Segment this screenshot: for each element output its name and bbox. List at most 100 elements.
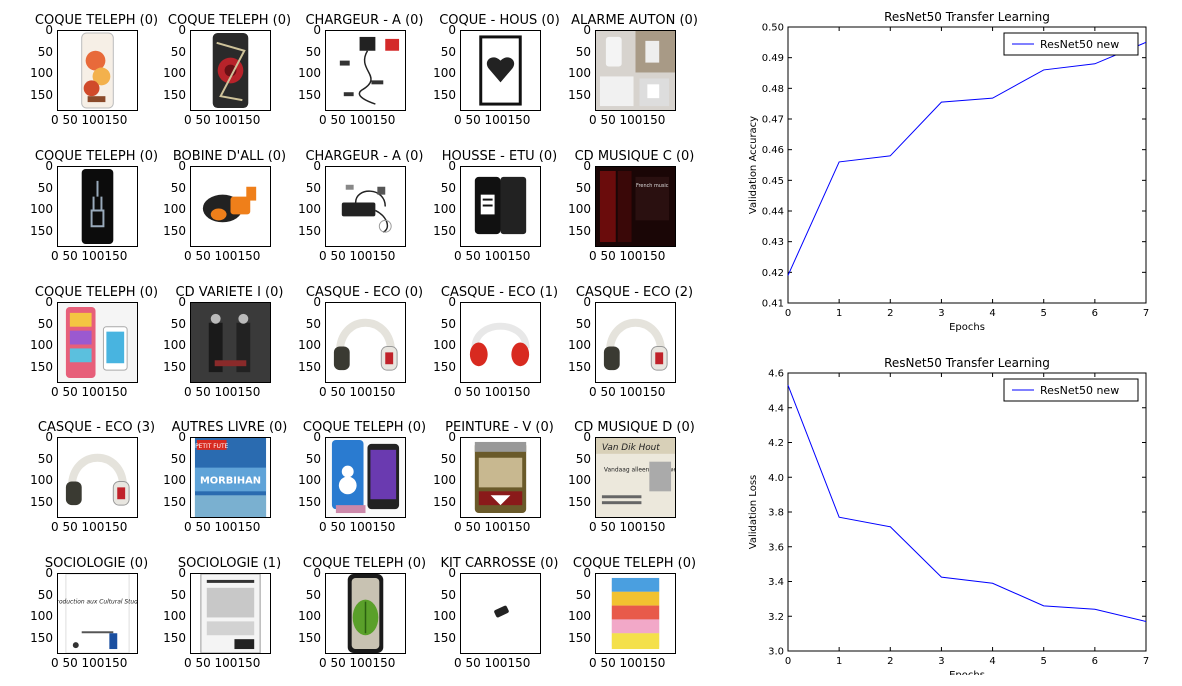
thumbnail-x-ticks: 0 50 100150 <box>319 385 396 399</box>
svg-text:PETIT FUTE: PETIT FUTE <box>195 444 228 450</box>
svg-text:French music: French music <box>636 183 669 189</box>
thumbnail-cell: AUTRES LIVRE (0) PETIT FUTE MORBIHAN 0 50 100… <box>150 420 290 550</box>
chart-title: ResNet50 Transfer Learning <box>884 10 1050 24</box>
thumbnail-image <box>595 30 676 111</box>
thumbnail-title: BOBINE D'ALL (0) <box>172 149 287 164</box>
y-tick-label: 3.0 <box>768 647 784 658</box>
thumbnail-cell: CASQUE - ECO (2) 0 50 100 150 0 50 100150 <box>555 285 695 415</box>
thumbnail-x-ticks: 0 50 100150 <box>319 113 396 127</box>
chart-title: ResNet50 Transfer Learning <box>884 356 1050 370</box>
thumbnail-title: COQUE TELEPH (0) <box>34 13 159 28</box>
thumbnail-y-tick: 100 <box>568 66 591 80</box>
thumbnail-cell: COQUE TELEPH (0) 0 50 100 150 0 50 100150 <box>555 556 696 686</box>
thumbnail-x-ticks: 0 50 100150 <box>454 656 531 670</box>
thumbnail-title: SOCIOLOGIE (1) <box>177 556 282 571</box>
thumbnail-title: CD VARIETE I (0) <box>175 285 284 300</box>
thumbnail-y-tick: 0 <box>313 566 321 580</box>
x-tick-label: 3 <box>938 656 944 667</box>
thumbnail-cell: CD VARIETE I (0) 0 50 100 150 0 50 100150 <box>150 285 290 415</box>
thumbnail-cell: HOUSSE - ETU (0) 0 50 100 150 0 50 100150 <box>420 149 560 279</box>
thumbnail-x-ticks: 0 50 100150 <box>589 385 666 399</box>
thumbnail-cell: CD MUSIQUE D (0) Van Dik Hout Vandaag alle… <box>555 420 695 550</box>
thumbnail-image <box>595 573 676 654</box>
y-tick-label: 4.6 <box>768 369 784 380</box>
x-tick-label: 4 <box>989 656 995 667</box>
paint-can-icon <box>474 441 527 514</box>
y-tick-label: 3.6 <box>768 542 784 553</box>
x-tick-label: 2 <box>887 308 893 319</box>
thumbnail-y-tick: 100 <box>298 202 321 216</box>
legend-label: ResNet50 new <box>1040 38 1119 51</box>
thumbnail-y-tick: 150 <box>433 630 456 645</box>
y-axis-label: Validation Accuracy <box>748 116 759 214</box>
thumbnail-image <box>325 302 406 383</box>
thumbnail-image <box>325 573 406 654</box>
thumbnail-y-tick: 50 <box>575 451 591 466</box>
thumbnail-x-ticks: 0 50 100150 <box>184 249 261 263</box>
charger-cables-icon <box>339 36 400 105</box>
newspaper-cd-icon: Van Dik Hout Vandaag alleen maar weinaars <box>596 438 675 517</box>
thumbnail-y-tick: 0 <box>45 566 53 580</box>
thumbnail-y-tick: 150 <box>30 87 53 102</box>
thumbnail-y-tick: 150 <box>30 359 53 374</box>
headphones-white-icon <box>333 318 398 371</box>
thumbnail-y-tick: 0 <box>178 566 186 580</box>
thumbnail-cell: BOBINE D'ALL (0) 0 50 100 150 0 50 100150 <box>150 149 290 279</box>
thumbnail-image: PETIT FUTE MORBIHAN <box>190 437 271 518</box>
thumbnail-cell: SOCIOLOGIE (1) 0 50 100 150 0 50 100150 <box>150 556 290 686</box>
thumbnail-image <box>460 166 541 247</box>
striped-wallet-case-icon <box>611 577 660 650</box>
thumbnail-y-tick: 0 <box>313 159 321 173</box>
headphones-red-icon <box>469 322 530 367</box>
thumbnail-y-tick: 150 <box>163 223 186 238</box>
thumbnail-y-tick: 50 <box>170 44 186 59</box>
thumbnail-x-ticks: 0 50 100150 <box>589 113 666 127</box>
thumbnail-y-tick: 100 <box>568 609 591 623</box>
thumbnail-x-ticks: 0 50 100150 <box>454 249 531 263</box>
x-tick-label: 1 <box>836 656 842 667</box>
thumbnail-y-tick: 100 <box>163 202 186 216</box>
thumbnail-title: CASQUE - ECO (1) <box>440 285 559 300</box>
y-axis-label: Validation Loss <box>748 475 759 550</box>
y-tick-label: 4.2 <box>768 438 784 449</box>
thumbnail-y-tick: 150 <box>568 87 591 102</box>
y-tick-label: 0.48 <box>762 84 784 95</box>
y-tick-label: 0.47 <box>762 115 784 126</box>
thumbnail-x-ticks: 0 50 100150 <box>319 520 396 534</box>
thumbnail-y-tick: 0 <box>448 566 456 580</box>
thumbnail-title: KIT CARROSSE (0) <box>440 556 559 571</box>
thumbnail-x-ticks: 0 50 100150 <box>51 385 128 399</box>
thumbnail-y-tick: 50 <box>170 180 186 195</box>
thumbnail-y-tick: 100 <box>163 609 186 623</box>
thumbnail-y-tick: 50 <box>37 451 53 466</box>
thumbnail-image <box>325 30 406 111</box>
thumbnail-x-ticks: 0 50 100150 <box>51 113 128 127</box>
thumbnail-image <box>460 437 541 518</box>
thumbnail-cell: COQUE TELEPH (0) 0 50 100 150 0 50 100150 <box>17 149 158 279</box>
x-tick-label: 4 <box>989 308 995 319</box>
thumbnail-y-tick: 0 <box>313 23 321 37</box>
thumbnail-image <box>57 30 138 111</box>
thumbnail-y-tick: 50 <box>37 44 53 59</box>
accuracy-chart: ResNet50 Transfer Learning 0 1 2 3 4 5 6 7 0.41 0.… <box>748 10 1149 333</box>
thumbnail-y-tick: 50 <box>440 587 456 602</box>
thumbnail-title: COQUE TELEPH (0) <box>34 285 159 300</box>
thumbnail-title: ALARME AUTON (0) <box>571 13 698 28</box>
thumbnail-cell: ALARME AUTON (0) 0 50 100 150 0 50 100150 <box>555 13 698 143</box>
ignition-coil-icon <box>202 186 257 223</box>
thumbnail-y-tick: 150 <box>568 630 591 645</box>
thumbnail-y-tick: 100 <box>298 609 321 623</box>
y-tick-label: 0.42 <box>762 268 784 279</box>
thumbnail-y-tick: 50 <box>440 316 456 331</box>
thumbnail-title: CASQUE - ECO (0) <box>305 285 424 300</box>
x-tick-label: 7 <box>1143 656 1149 667</box>
x-tick-label: 2 <box>887 656 893 667</box>
thumbnail-image <box>460 573 541 654</box>
phone-case-xray-icon <box>81 168 114 245</box>
thumbnail-cell: PEINTURE - V (0) 0 50 100 150 0 50 100150 <box>420 420 560 550</box>
thumbnail-cell: COQUE TELEPH (0) 0 50 100 150 0 50 100150 <box>17 13 158 143</box>
thumbnail-title: SOCIOLOGIE (0) <box>44 556 149 571</box>
thumbnail-y-tick: 50 <box>305 587 321 602</box>
thumbnail-y-tick: 0 <box>178 159 186 173</box>
thumbnail-y-tick: 50 <box>37 587 53 602</box>
